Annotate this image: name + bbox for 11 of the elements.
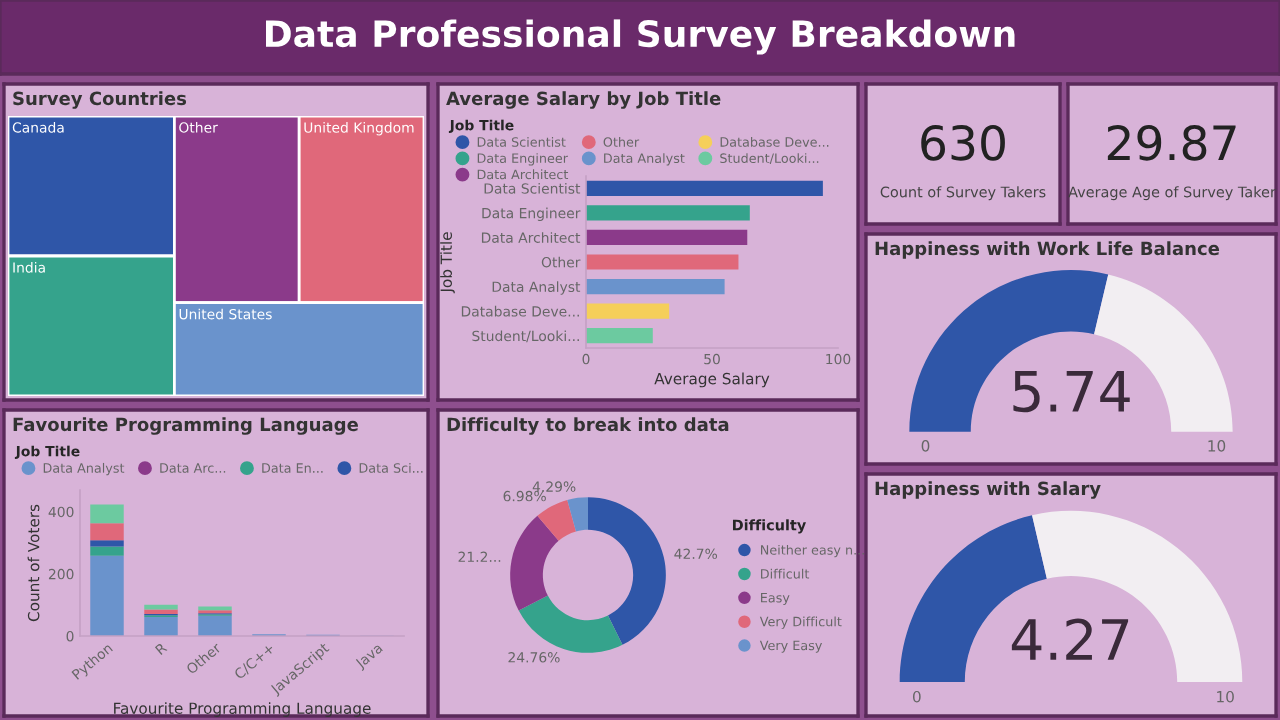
chart-title: Happiness with Work Life Balance bbox=[875, 241, 1220, 259]
text: Survey Countries bbox=[13, 91, 187, 109]
text: 29.87 bbox=[1107, 124, 1236, 161]
data-label: 4.27 bbox=[1011, 618, 1129, 660]
data-label: 5.74 bbox=[1013, 371, 1130, 413]
chart-title: Favourite Programming Language bbox=[13, 417, 358, 435]
chart-title: Difficulty to break into data bbox=[447, 417, 729, 435]
text: Data Professional Survey Breakdown bbox=[266, 19, 1015, 55]
text: 630 bbox=[921, 124, 1005, 161]
chart-title: Happiness with Salary bbox=[875, 481, 1101, 499]
chart-title: Average Salary by Job Title bbox=[446, 91, 721, 109]
